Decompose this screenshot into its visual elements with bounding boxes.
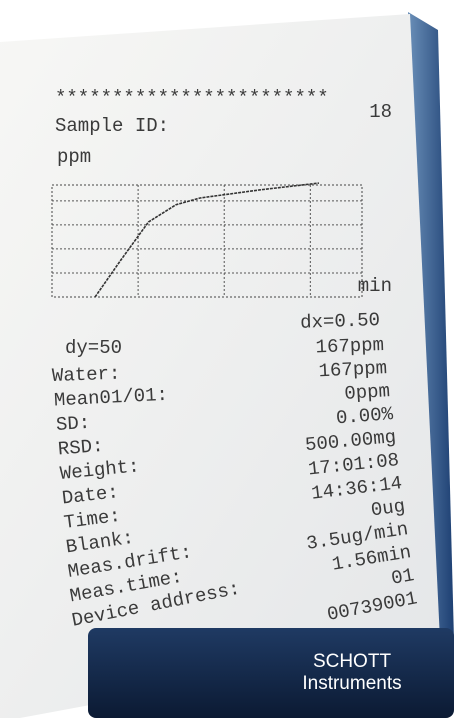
field-label: SD: — [55, 412, 91, 436]
field-value: 0ppm — [344, 380, 391, 405]
brand-sub: Instruments — [302, 673, 401, 694]
sample-id: 18 — [369, 101, 392, 123]
field-value: 0.00% — [335, 403, 394, 429]
y-axis-label: ppm — [57, 146, 91, 168]
field-label: Water: — [52, 363, 121, 387]
x-axis-label: min — [358, 275, 392, 297]
sample-label: Sample ID: — [55, 115, 169, 137]
field-value: 167ppm — [318, 357, 387, 382]
field-value: 01 — [390, 564, 416, 590]
field-value: 0ug — [370, 495, 407, 521]
page: ************************ Sample ID: 18 p… — [0, 0, 454, 718]
brand-name: SCHOTT — [313, 651, 392, 672]
dy: dy=50 — [65, 337, 122, 359]
field-value: 167ppm — [315, 334, 384, 358]
field-label: RSD: — [57, 435, 104, 461]
stars: ************************ — [55, 87, 329, 109]
dx: dx=0.50 — [300, 309, 381, 334]
